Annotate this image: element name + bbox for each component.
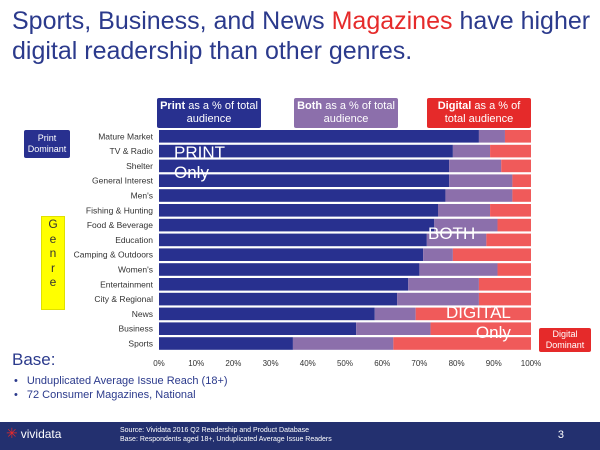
print-dominant-badge: Print Dominant [24,130,70,158]
x-tick-label: 50% [337,359,353,368]
bar-both-segment [438,204,491,217]
bar-print-segment [159,263,420,276]
genre-axis-label: G e n r e [41,216,65,310]
bar-print-segment [159,278,409,291]
page-number: 3 [557,429,564,441]
x-tick-label: 10% [188,359,204,368]
bar-print-segment [159,292,398,306]
bar-both-segment [452,144,491,158]
legend-digital: Digital as a % of total audience [427,98,531,128]
category-label: Men's [131,191,153,201]
category-label: Business [119,324,154,334]
bar-print-segment [159,248,424,261]
category-label: City & Regional [94,294,153,304]
bar-both-segment [408,278,479,291]
bar-digital-segment [430,322,531,335]
category-label: Education [115,235,153,245]
bar-digital-segment [452,248,531,261]
bar-both-segment [397,292,479,306]
bar-both-segment [356,322,431,335]
legend-print: Print as a % of total audience [157,98,261,128]
category-label: Sports [128,339,153,349]
x-tick-label: 30% [263,359,279,368]
bar-both-segment [423,248,453,261]
bar-print-segment [159,204,438,217]
both-label: BOTH [428,224,476,243]
x-tick-label: 60% [374,359,390,368]
bar-both-segment [449,159,502,173]
bar-both-segment [292,337,394,350]
bar-both-segment [449,174,513,187]
base-title: Base: [12,350,56,369]
category-label: Mature Market [98,131,153,141]
bar-digital-segment [490,144,531,158]
page-title: Sports, Business, and News Magazines hav… [12,7,591,65]
category-label: Women's [118,265,153,275]
bar-digital-segment [497,263,531,276]
digital-dominant-badge: Digital Dominant [539,328,591,352]
x-tick-label: 0% [153,359,165,368]
bar-digital-segment [486,233,531,247]
bar-digital-segment [501,159,531,173]
bar-digital-segment [490,204,531,217]
x-tick-label: 90% [486,359,502,368]
category-label: Camping & Outdoors [74,250,153,260]
category-label: Shelter [126,161,153,171]
bar-digital-segment [393,337,531,350]
base-item: 72 Consumer Magazines, National [14,388,228,402]
bar-digital-segment [478,292,531,306]
digital-only-label: DIGITAL Only [446,303,511,342]
footer: ✳ vividata Source: Vividata 2016 Q2 Read… [0,422,600,450]
bar-digital-segment [497,218,531,232]
x-tick-label: 20% [225,359,241,368]
bar-print-segment [159,233,427,247]
bar-print-segment [159,159,450,173]
category-label: Food & Beverage [87,220,153,230]
category-label: TV & Radio [110,146,154,156]
bar-print-segment [159,189,446,202]
x-tick-label: 40% [300,359,316,368]
bar-both-segment [419,263,498,276]
bar-both-segment [478,130,505,143]
bar-both-segment [434,218,498,232]
bar-digital-segment [512,189,531,202]
category-label: General Interest [92,176,154,186]
source-note: Source: Vividata 2016 Q2 Readership and … [120,427,332,443]
bar-print-segment [159,218,435,232]
bar-print-segment [159,322,357,335]
x-tick-label: 100% [521,359,541,368]
bar-print-segment [159,337,293,350]
bar-both-segment [445,189,513,202]
bar-both-segment [426,233,487,247]
x-tick-label: 80% [449,359,465,368]
print-only-label: PRINT Only [174,143,225,182]
legend-both: Both as a % of total audience [294,98,398,128]
bar-print-segment [159,130,479,143]
category-label: News [132,309,153,319]
bar-print-segment [159,144,453,158]
bar-both-segment [374,307,416,321]
vividata-logo: ✳ vividata [6,425,62,441]
base-list: Unduplicated Average Issue Reach (18+) 7… [14,374,228,402]
bar-digital-segment [415,307,531,321]
x-tick-label: 70% [411,359,427,368]
bar-print-segment [159,174,450,187]
bar-print-segment [159,307,375,321]
base-item: Unduplicated Average Issue Reach (18+) [14,374,228,388]
bar-digital-segment [478,278,531,291]
category-label: Entertainment [100,279,154,289]
bar-digital-segment [504,130,531,143]
category-label: Fishing & Hunting [86,205,153,215]
logo-mark-icon: ✳ [6,425,18,441]
bar-digital-segment [512,174,531,187]
